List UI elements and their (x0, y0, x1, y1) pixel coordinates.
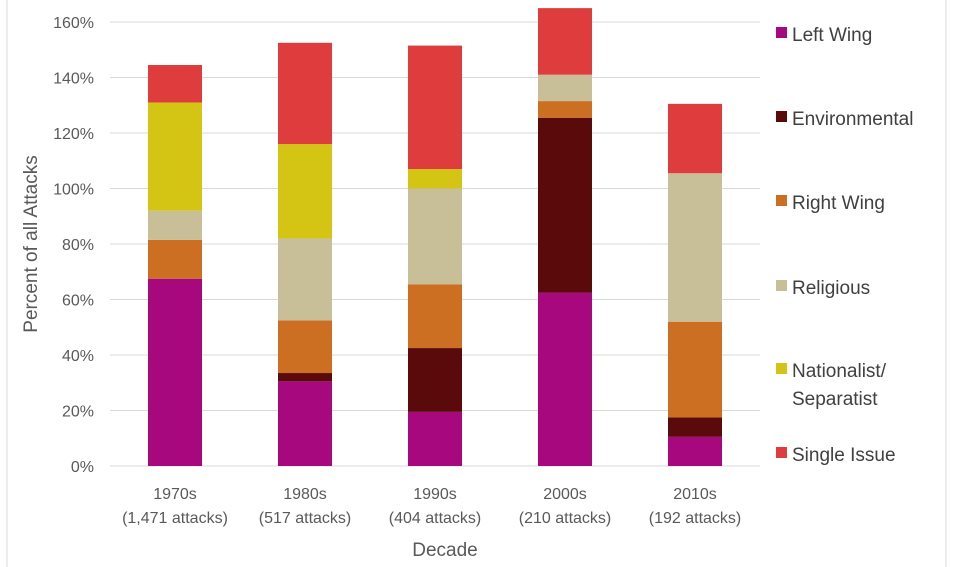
bars (148, 8, 722, 466)
bar-segment (408, 411, 462, 466)
y-tick-label: 40% (62, 348, 94, 365)
y-tick-label: 0% (71, 459, 94, 476)
bar-segment (668, 321, 722, 418)
bar-segment (148, 278, 202, 466)
legend-swatch (776, 447, 787, 458)
x-axis-ticks: 1970s (1,471 attacks) 1980s (517 attacks) 19… (122, 486, 741, 527)
bar-segment (538, 8, 592, 75)
x-tick-label: 2000s (210 attacks) (519, 486, 611, 527)
bar-segment (278, 144, 332, 239)
bar-segment (408, 284, 462, 349)
x-axis-title: Decade (412, 540, 478, 561)
legend-label: Environmental (792, 109, 913, 130)
legend-label: Right Wing (792, 193, 885, 214)
bar-segment (408, 348, 462, 412)
bar-segment (278, 42, 332, 145)
x-tick-label: 1980s (517 attacks) (259, 486, 351, 527)
legend-swatch (776, 111, 787, 122)
bar-segment (668, 417, 722, 437)
bar-segment (148, 102, 202, 211)
bar-segment (278, 373, 332, 382)
bar-segment (278, 381, 332, 466)
bar-segment (148, 210, 202, 240)
legend-label: Single Issue (792, 445, 896, 466)
legend-swatch (776, 27, 787, 38)
y-axis-ticks: 0% 20% 40% 60% 80% 100% 120% 140% 160% (53, 15, 94, 476)
bar-segment (538, 74, 592, 102)
bar-segment (278, 320, 332, 374)
bar-segment (278, 238, 332, 321)
legend-swatch (776, 195, 787, 206)
y-tick-label: 140% (53, 71, 94, 88)
legend-swatch (776, 280, 787, 291)
bar-segment (408, 45, 462, 170)
legend-label: Nationalist/Separatist (792, 361, 887, 410)
bar-segment (148, 239, 202, 279)
legend-label: Left Wing (792, 25, 872, 46)
bar-segment (538, 101, 592, 118)
y-tick-label: 80% (62, 237, 94, 254)
bar-segment (668, 103, 722, 174)
legend: Left Wing Environmental Right Wing Religiou… (776, 25, 913, 466)
bar-segment (148, 65, 202, 103)
y-tick-label: 20% (62, 404, 94, 421)
legend-swatch (776, 363, 787, 374)
bar-segment (538, 292, 592, 466)
x-tick-label: 2010s (192 attacks) (649, 486, 741, 527)
chart-frame (6, 0, 947, 567)
x-tick-label: 1970s (1,471 attacks) (122, 486, 228, 527)
y-tick-label: 60% (62, 293, 94, 310)
bar-segment (408, 169, 462, 189)
y-tick-label: 100% (53, 182, 94, 199)
y-tick-label: 120% (53, 126, 94, 143)
x-tick-label: 1990s (404 attacks) (389, 486, 481, 527)
bar-segment (668, 436, 722, 466)
bar-segment (408, 188, 462, 285)
bar-segment (538, 117, 592, 293)
legend-label: Religious (792, 278, 870, 299)
bar-segment (668, 173, 722, 322)
y-tick-label: 160% (53, 15, 94, 32)
y-axis-title: Percent of all Attacks (21, 155, 42, 332)
